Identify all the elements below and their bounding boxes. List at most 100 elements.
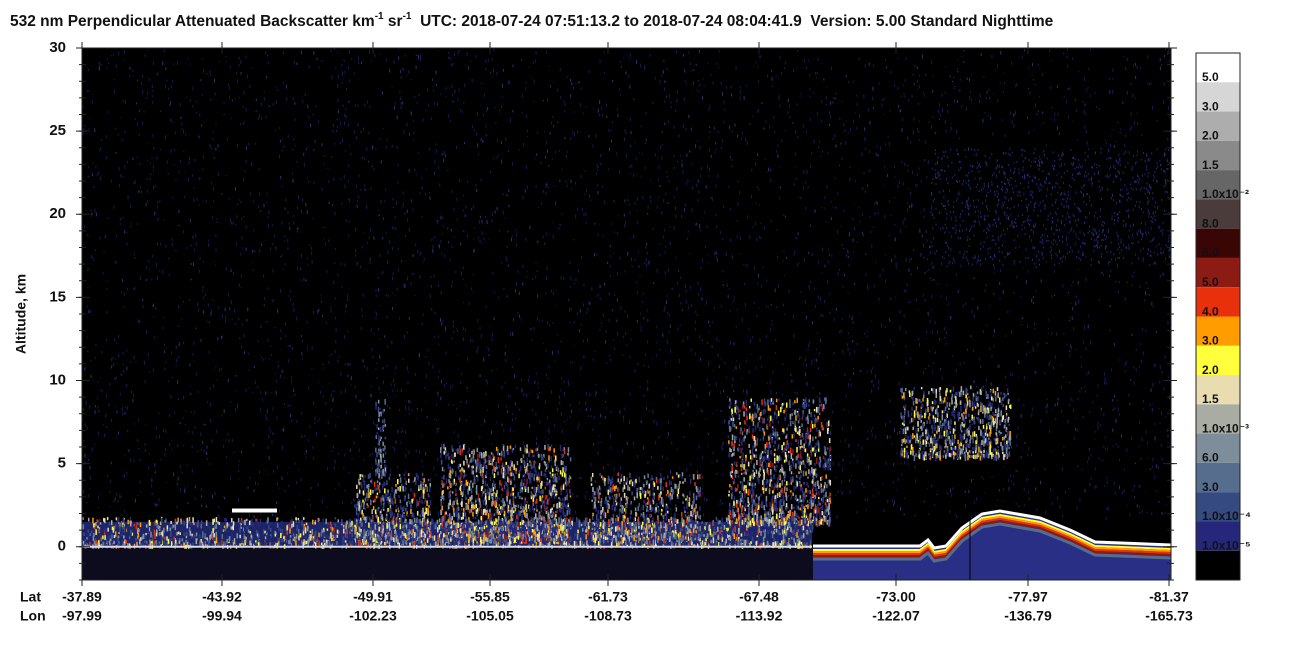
speckle	[394, 102, 396, 105]
speckle	[950, 488, 952, 493]
speckle	[849, 489, 851, 494]
speckle	[1055, 224, 1057, 227]
speckle	[366, 100, 368, 104]
speckle	[279, 139, 281, 143]
speckle	[360, 131, 362, 133]
speckle	[711, 461, 713, 464]
speckle	[1159, 365, 1161, 370]
speckle	[211, 182, 213, 185]
speckle	[681, 163, 683, 168]
speckle	[912, 130, 914, 135]
speckle	[616, 152, 618, 155]
speckle	[366, 205, 368, 209]
speckle	[1052, 151, 1054, 154]
speckle	[1138, 485, 1140, 488]
speckle	[965, 156, 967, 158]
speckle	[882, 511, 884, 513]
speckle	[408, 317, 410, 320]
speckle	[827, 152, 829, 155]
speckle	[1163, 152, 1165, 155]
speckle	[382, 237, 384, 240]
speckle	[1111, 193, 1113, 197]
speckle	[647, 340, 649, 344]
speckle	[1007, 181, 1009, 184]
speckle	[653, 282, 655, 284]
speckle	[867, 284, 869, 288]
speckle	[916, 267, 918, 269]
speckle	[1123, 152, 1125, 155]
speckle	[894, 499, 896, 504]
speckle	[590, 199, 592, 201]
speckle	[873, 344, 875, 346]
speckle	[1073, 437, 1075, 440]
speckle	[599, 223, 601, 225]
speckle	[1116, 170, 1118, 172]
speckle	[683, 97, 685, 102]
speckle	[438, 245, 440, 249]
speckle	[835, 92, 837, 94]
speckle	[1166, 504, 1168, 506]
speckle	[766, 504, 768, 508]
speckle	[557, 350, 559, 354]
speckle	[1166, 160, 1168, 163]
speckle	[1090, 237, 1092, 240]
speckle	[645, 480, 647, 482]
speckle	[711, 412, 713, 415]
speckle	[375, 147, 377, 150]
speckle	[448, 56, 450, 59]
speckle	[357, 58, 359, 61]
speckle	[797, 196, 799, 199]
speckle	[928, 268, 930, 271]
speckle	[238, 478, 240, 480]
speckle	[445, 154, 447, 157]
speckle	[130, 226, 132, 229]
speckle	[1103, 380, 1105, 385]
speckle	[849, 166, 851, 168]
speckle	[974, 413, 976, 416]
speckle	[720, 81, 722, 86]
speckle	[975, 220, 977, 223]
speckle	[976, 385, 978, 388]
speckle	[611, 139, 613, 143]
speckle	[660, 504, 662, 506]
speckle	[145, 424, 147, 426]
speckle	[739, 366, 741, 369]
speckle	[649, 180, 651, 182]
speckle	[629, 173, 631, 175]
speckle	[496, 206, 498, 211]
speckle	[937, 156, 939, 159]
speckle	[649, 195, 651, 199]
speckle	[1049, 172, 1051, 175]
speckle	[1070, 161, 1072, 165]
speckle	[153, 463, 155, 466]
speckle	[967, 236, 969, 239]
speckle	[313, 181, 315, 184]
speckle	[340, 263, 342, 266]
speckle	[1024, 226, 1026, 229]
speckle	[537, 444, 539, 449]
speckle	[1131, 262, 1133, 265]
backscatter-texture	[82, 48, 1172, 580]
speckle	[468, 301, 470, 305]
speckle	[98, 171, 100, 175]
speckle	[962, 209, 964, 212]
speckle	[1129, 224, 1131, 227]
speckle	[855, 126, 857, 130]
speckle	[889, 399, 891, 403]
speckle	[415, 65, 417, 70]
speckle	[1054, 185, 1056, 188]
speckle	[950, 126, 952, 131]
speckle	[802, 446, 804, 451]
speckle	[1038, 95, 1040, 98]
speckle	[994, 194, 996, 197]
speckle	[961, 55, 963, 58]
speckle	[183, 150, 185, 153]
speckle	[190, 392, 192, 395]
speckle	[163, 428, 165, 433]
speckle	[1082, 415, 1084, 419]
speckle	[791, 408, 793, 411]
speckle	[1106, 476, 1108, 479]
speckle	[301, 435, 303, 438]
speckle	[792, 404, 794, 406]
speckle	[486, 381, 488, 385]
